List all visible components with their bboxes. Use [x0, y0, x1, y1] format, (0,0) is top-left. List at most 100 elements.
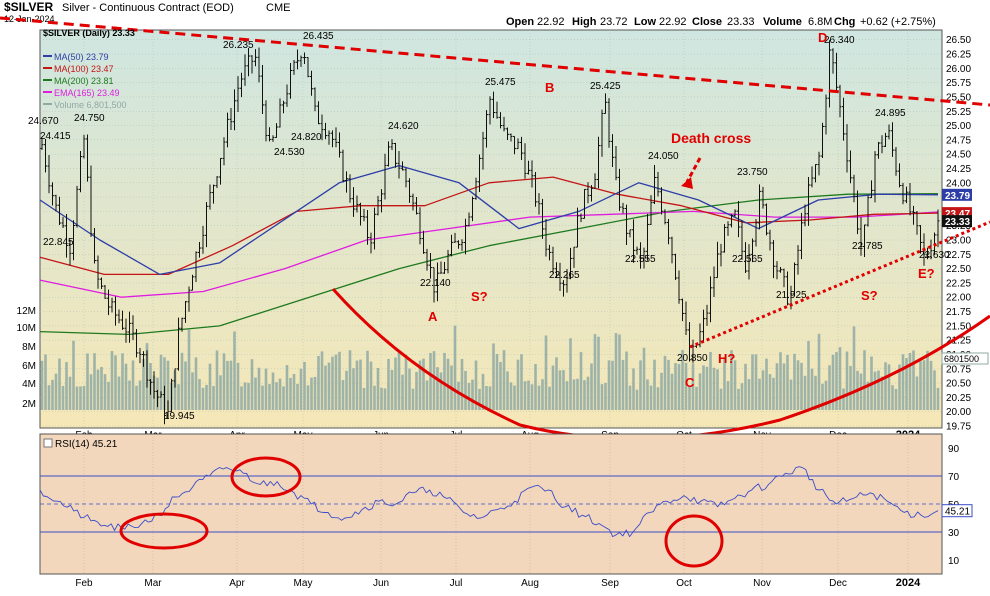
- volume-bar: [296, 383, 299, 410]
- price-label: 24.895: [875, 108, 906, 119]
- volume-bar: [859, 373, 863, 410]
- volume-bar: [562, 370, 565, 410]
- volume-bar: [401, 374, 404, 410]
- volume-bar: [775, 363, 779, 410]
- volume-bar: [691, 363, 695, 410]
- volume-axis: 2M 4M 6M 8M 10M 12M: [17, 306, 36, 410]
- volume-bar: [730, 350, 733, 410]
- volume-bar: [166, 360, 170, 410]
- volume-bar: [464, 370, 467, 410]
- volume-bar: [674, 363, 677, 410]
- volume-bar: [842, 388, 845, 410]
- price-label: 23.750: [737, 167, 768, 178]
- volume-bar: [40, 360, 44, 410]
- volume-bar: [534, 363, 537, 410]
- volume-bar: [362, 387, 366, 410]
- volume-bar: [572, 379, 576, 410]
- price-label: 22.140: [420, 278, 451, 289]
- volume-bar: [835, 352, 838, 410]
- volume-bar: [789, 379, 793, 410]
- volume-bar: [607, 360, 611, 410]
- volume-bar: [100, 366, 103, 410]
- x-tick-label-bottom: 2024: [896, 577, 921, 589]
- price-label: 22.565: [732, 254, 763, 265]
- volume-bar: [376, 367, 380, 410]
- price-label: 26.235: [223, 40, 254, 51]
- annotation-label: H?: [718, 351, 735, 366]
- volume-bar: [485, 386, 488, 410]
- volume-tick-label: 10M: [17, 323, 36, 334]
- volume-bar: [548, 386, 551, 410]
- volume-bar: [698, 373, 702, 410]
- volume-badge-label: 6801500: [944, 354, 979, 364]
- volume-bar: [86, 353, 89, 410]
- annotation-label: S?: [861, 288, 878, 303]
- volume-bar: [915, 376, 919, 410]
- volume-bar: [544, 335, 548, 410]
- volume-bar: [852, 326, 856, 410]
- x-tick-label-bottom: May: [294, 578, 313, 589]
- downtrend-line: [0, 16, 990, 107]
- volume-bar: [467, 382, 471, 410]
- volume-bar: [702, 365, 705, 410]
- price-label: 22.555: [625, 254, 656, 265]
- price-label: 24.750: [74, 113, 105, 124]
- price-tick-label: 20.25: [946, 393, 971, 404]
- volume-bar: [135, 385, 138, 410]
- volume-bar: [474, 360, 478, 410]
- volume-bar: [901, 354, 905, 410]
- volume-bar: [61, 385, 65, 410]
- volume-bar: [257, 367, 261, 410]
- volume-bar: [653, 359, 656, 410]
- volume-bar: [723, 357, 726, 410]
- volume-bar: [506, 371, 509, 410]
- volume-bar: [831, 354, 835, 410]
- volume-bar: [215, 350, 219, 410]
- volume-bar: [663, 355, 667, 410]
- volume-bar: [611, 360, 614, 410]
- volume-bar: [786, 354, 789, 410]
- volume-bar: [397, 350, 401, 410]
- volume-bar: [845, 351, 849, 410]
- volume-bar: [705, 366, 709, 410]
- ma50-line: [39, 164, 939, 276]
- rsi-tick-label: 90: [948, 444, 960, 455]
- volume-bar: [233, 331, 236, 410]
- volume-bar: [212, 385, 215, 410]
- volume-bar: [642, 347, 646, 410]
- price-label: 24.530: [274, 147, 305, 158]
- volume-bar: [65, 362, 68, 410]
- volume-bar: [278, 378, 282, 410]
- volume-bar: [352, 368, 355, 410]
- volume-bar: [569, 338, 572, 410]
- volume-bar: [457, 381, 460, 410]
- rsi-legend-label: RSI(14) 45.21: [55, 439, 118, 450]
- annotation-label: C: [685, 375, 695, 390]
- volume-bar: [919, 361, 922, 410]
- volume-bar: [366, 350, 369, 410]
- volume-tick-label: 8M: [22, 342, 36, 353]
- volume-bar: [873, 371, 877, 410]
- axis-badge: [942, 215, 972, 228]
- volume-bar: [271, 372, 275, 410]
- volume-bar: [187, 329, 191, 410]
- price-label: 22.630: [919, 250, 950, 261]
- volume-bar: [709, 351, 712, 410]
- volume-bar: [817, 333, 821, 410]
- volume-bar: [418, 360, 422, 410]
- volume-tick-label: 6M: [22, 361, 36, 372]
- price-tick-label: 26.50: [946, 35, 971, 46]
- volume-bar: [695, 386, 698, 410]
- moving-average-lines: [39, 164, 939, 336]
- chart-exchange: CME: [266, 2, 290, 14]
- uptrend-dotted-line: [689, 220, 990, 349]
- volume-bar: [436, 367, 439, 410]
- price-tick-label: 25.50: [946, 92, 971, 103]
- volume-bar: [117, 376, 121, 410]
- close-value: 23.33: [727, 16, 755, 28]
- volume-bar: [75, 386, 79, 410]
- rsi-grid: [40, 434, 942, 574]
- volume-bar: [383, 388, 387, 410]
- volume-bar: [509, 382, 513, 410]
- volume-bar: [502, 350, 506, 410]
